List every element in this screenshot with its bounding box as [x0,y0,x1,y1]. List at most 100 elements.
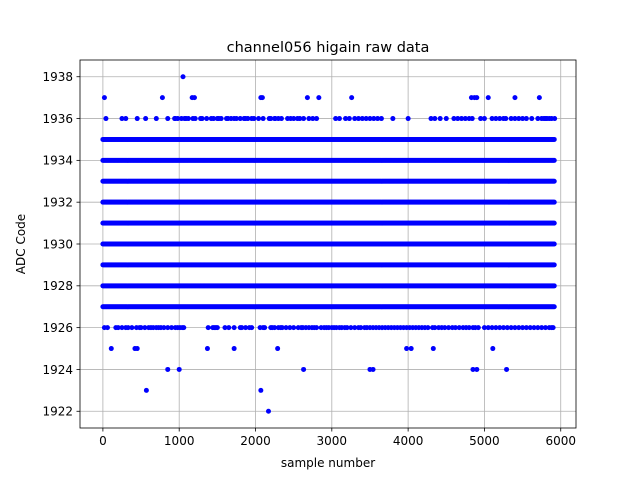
data-point [129,325,135,331]
data-point [551,262,557,268]
data-point [278,116,284,122]
data-point [226,325,232,331]
data-point [551,241,557,247]
data-point [469,116,475,122]
data-point [199,116,205,122]
data-point [551,304,557,310]
data-point [550,325,556,331]
y-tick-label: 1926 [42,321,73,335]
data-point [249,325,255,331]
data-point [256,116,262,122]
x-tick-label: 0 [99,434,107,448]
data-point [304,95,310,101]
y-tick-label: 1938 [42,70,73,84]
data-point [191,95,197,101]
data-point [159,95,165,101]
data-point [316,95,322,101]
x-axis-title: sample number [281,456,375,470]
data-point [104,325,110,331]
data-point [204,116,210,122]
data-point [481,116,487,122]
data-point [485,95,491,101]
y-tick-label: 1922 [42,405,73,419]
x-tick-label: 4000 [393,434,424,448]
data-point [551,220,557,226]
data-point [529,116,535,122]
data-point [314,325,320,331]
data-point [437,116,443,122]
data-point [214,325,220,331]
data-point [490,346,496,352]
data-point [123,116,129,122]
data-point [103,116,109,122]
data-point [474,95,480,101]
data-point [503,116,509,122]
data-point [551,136,557,142]
data-point [258,387,264,393]
data-point [443,116,449,122]
data-point [205,325,211,331]
x-tick-label: 2000 [240,434,271,448]
data-point [504,366,510,372]
data-point [408,346,414,352]
data-point [265,408,271,414]
data-point [512,95,518,101]
data-point [475,325,481,331]
data-point [370,366,376,372]
y-tick-label: 1930 [42,237,73,251]
chart-title: channel056 higain raw data [227,40,430,56]
y-axis-title: ADC Code [14,214,28,274]
data-point [551,199,557,205]
data-point [275,346,281,352]
data-point [259,95,265,101]
data-point [301,366,307,372]
data-point [143,387,149,393]
data-point [523,116,529,122]
data-point [425,325,431,331]
data-point [390,116,396,122]
y-tick-label: 1936 [42,112,73,126]
y-tick-label: 1928 [42,279,73,293]
data-point [134,346,140,352]
x-tick-label: 5000 [469,434,500,448]
data-point [260,116,266,122]
data-point [551,283,557,289]
data-point [143,116,149,122]
data-point [231,346,237,352]
data-point [218,116,224,122]
data-point [262,325,268,331]
data-point [551,157,557,163]
data-point [474,366,480,372]
data-point [432,116,438,122]
data-point [378,116,384,122]
data-point [192,116,198,122]
data-point [181,325,187,331]
x-tick-label: 1000 [164,434,195,448]
data-point [536,95,542,101]
data-point [405,116,411,122]
y-tick-label: 1932 [42,195,73,209]
data-point [301,116,307,122]
data-point [336,116,342,122]
data-point [180,74,186,80]
data-point [153,116,159,122]
y-tick-label: 1924 [42,363,73,377]
data-point [346,116,352,122]
data-points [100,74,558,414]
axis-ticks: 0 1000 2000 3000 4000 5000 6000 1922 1924 1926 192… [42,70,576,448]
data-point [404,346,410,352]
data-point [134,116,140,122]
data-point [165,116,171,122]
data-point [231,325,237,331]
data-point [349,95,355,101]
data-point [314,116,320,122]
data-point [204,346,210,352]
data-point [176,366,182,372]
data-point [551,178,557,184]
data-point [108,346,114,352]
x-tick-label: 3000 [317,434,348,448]
data-point [165,366,171,372]
data-point [185,116,191,122]
